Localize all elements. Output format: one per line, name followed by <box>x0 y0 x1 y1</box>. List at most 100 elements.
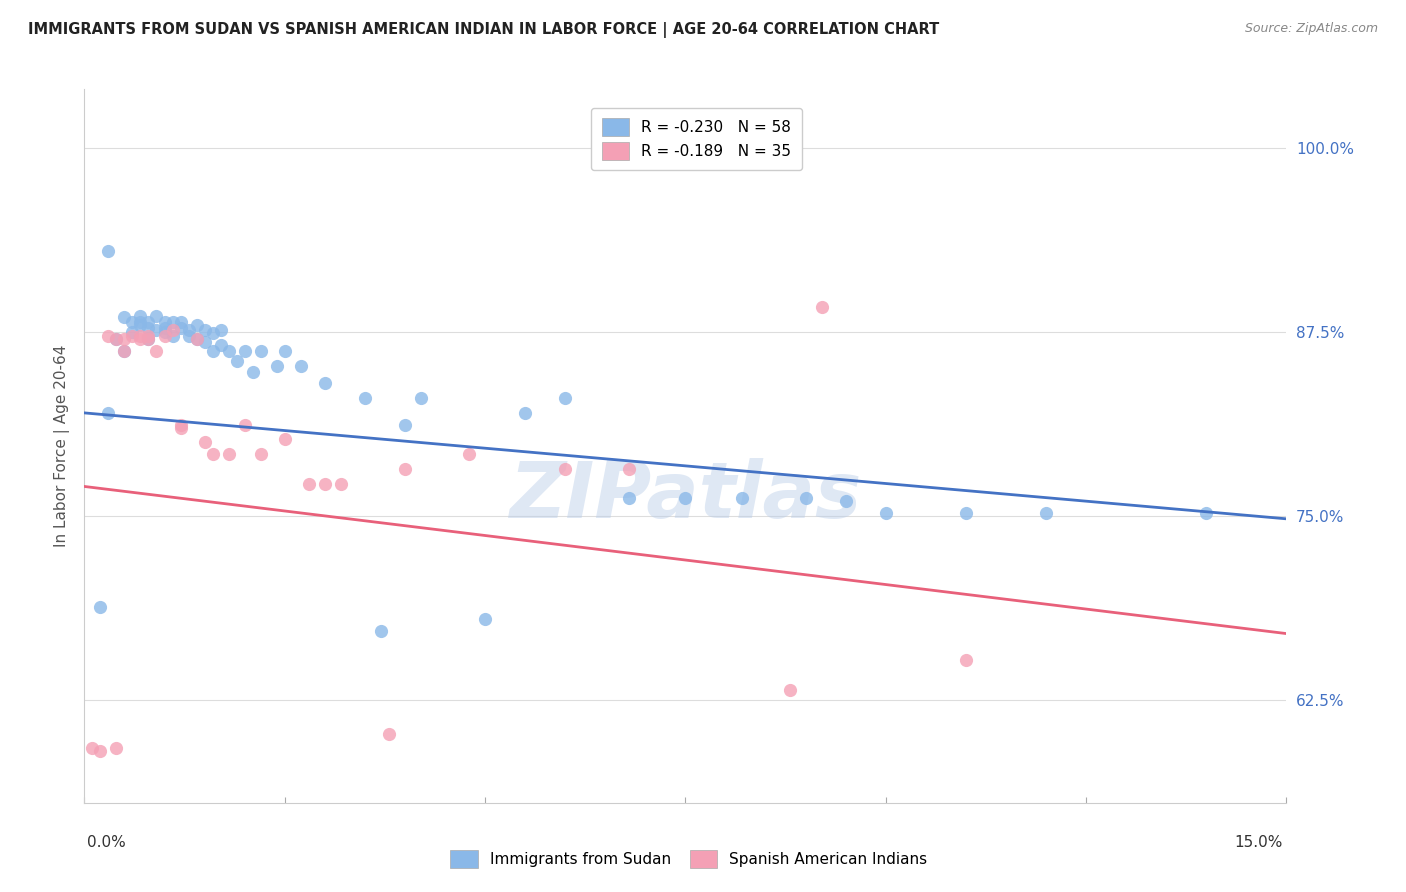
Point <box>218 447 240 461</box>
Point <box>114 344 135 359</box>
Point <box>515 406 537 420</box>
Point <box>955 506 977 520</box>
Point <box>121 325 143 339</box>
Point <box>194 435 217 450</box>
Point <box>162 324 184 338</box>
Point <box>105 741 128 756</box>
Point <box>249 344 271 359</box>
Point <box>298 476 321 491</box>
Point <box>169 417 191 432</box>
Point <box>97 244 120 258</box>
Text: ZIPatlas: ZIPatlas <box>509 458 862 534</box>
Point <box>138 329 160 343</box>
Point <box>89 744 111 758</box>
Point <box>169 420 191 434</box>
Point <box>875 506 897 520</box>
Point <box>153 329 176 343</box>
Point <box>370 624 392 638</box>
Point <box>121 329 143 343</box>
Point <box>290 359 312 373</box>
Point <box>794 491 817 506</box>
Point <box>394 417 416 432</box>
Point <box>186 332 208 346</box>
Point <box>89 600 111 615</box>
Text: 15.0%: 15.0% <box>1234 836 1282 850</box>
Point <box>194 324 217 338</box>
Point <box>955 653 977 667</box>
Point <box>675 491 697 506</box>
Point <box>82 741 104 756</box>
Point <box>209 338 232 352</box>
Point <box>329 476 352 491</box>
Point <box>274 344 297 359</box>
Point <box>354 391 377 405</box>
Point <box>378 726 401 740</box>
Point <box>218 344 240 359</box>
Point <box>169 320 191 334</box>
Point <box>97 406 120 420</box>
Point <box>394 462 416 476</box>
Point <box>105 332 128 346</box>
Point <box>153 325 176 339</box>
Point <box>201 447 224 461</box>
Point <box>129 315 152 329</box>
Point <box>145 309 167 323</box>
Point <box>233 417 256 432</box>
Point <box>186 332 208 346</box>
Point <box>153 320 176 334</box>
Point <box>97 329 120 343</box>
Point <box>619 491 641 506</box>
Point <box>242 365 264 379</box>
Point <box>129 309 152 323</box>
Point <box>730 491 752 506</box>
Point <box>554 462 576 476</box>
Point <box>225 354 247 368</box>
Point <box>129 332 152 346</box>
Point <box>1035 506 1057 520</box>
Point <box>121 315 143 329</box>
Point <box>138 332 160 346</box>
Text: 0.0%: 0.0% <box>87 836 127 850</box>
Point <box>114 332 135 346</box>
Point <box>186 318 208 332</box>
Point <box>169 315 191 329</box>
Point <box>619 462 641 476</box>
Point <box>201 344 224 359</box>
Point <box>474 612 496 626</box>
Point <box>835 494 858 508</box>
Point <box>274 433 297 447</box>
Point <box>129 318 152 332</box>
Point <box>314 476 336 491</box>
Point <box>209 324 232 338</box>
Point <box>145 344 167 359</box>
Point <box>162 315 184 329</box>
Point <box>194 335 217 350</box>
Point <box>138 332 160 346</box>
Point <box>153 315 176 329</box>
Text: Source: ZipAtlas.com: Source: ZipAtlas.com <box>1244 22 1378 36</box>
Point <box>249 447 271 461</box>
Point <box>266 359 288 373</box>
Text: IMMIGRANTS FROM SUDAN VS SPANISH AMERICAN INDIAN IN LABOR FORCE | AGE 20-64 CORR: IMMIGRANTS FROM SUDAN VS SPANISH AMERICA… <box>28 22 939 38</box>
Point <box>138 315 160 329</box>
Point <box>409 391 432 405</box>
Point <box>105 332 128 346</box>
Point <box>129 329 152 343</box>
Point <box>810 300 832 314</box>
Point <box>177 329 200 343</box>
Point <box>1195 506 1218 520</box>
Point <box>145 324 167 338</box>
Point <box>201 326 224 341</box>
Y-axis label: In Labor Force | Age 20-64: In Labor Force | Age 20-64 <box>55 345 70 547</box>
Point <box>779 682 801 697</box>
Point <box>314 376 336 391</box>
Point <box>233 344 256 359</box>
Legend: R = -0.230   N = 58, R = -0.189   N = 35: R = -0.230 N = 58, R = -0.189 N = 35 <box>591 108 801 170</box>
Point <box>458 447 481 461</box>
Point <box>554 391 576 405</box>
Point <box>114 344 135 359</box>
Point <box>114 310 135 325</box>
Point <box>138 320 160 334</box>
Point <box>162 329 184 343</box>
Legend: Immigrants from Sudan, Spanish American Indians: Immigrants from Sudan, Spanish American … <box>444 844 934 873</box>
